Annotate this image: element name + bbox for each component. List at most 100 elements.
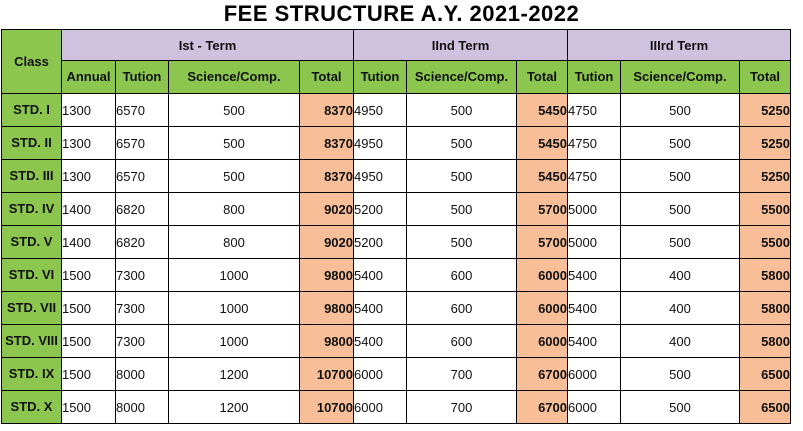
annual-cell: 1300 <box>61 126 116 160</box>
t3-tution-cell: 4750 <box>567 93 621 127</box>
t2-total-cell: 5450 <box>516 159 568 193</box>
t3-tution-cell: 5400 <box>567 324 621 358</box>
header-t2-total: Total <box>516 60 568 94</box>
t2-tution-cell: 6000 <box>353 357 407 391</box>
header-t3-tution: Tution <box>567 60 621 94</box>
header-term-1: Ist - Term <box>61 29 354 61</box>
t3-tution-cell: 6000 <box>567 357 621 391</box>
header-t1-total: Total <box>299 60 354 94</box>
header-t1-tution: Tution <box>115 60 169 94</box>
t1-total-cell: 9800 <box>299 324 354 358</box>
t1-tution-cell: 6570 <box>115 159 169 193</box>
t3-science-cell: 500 <box>620 159 740 193</box>
t1-tution-cell: 7300 <box>115 291 169 325</box>
t2-science-cell: 600 <box>406 324 517 358</box>
t2-science-cell: 500 <box>406 126 517 160</box>
t2-total-cell: 5450 <box>516 93 568 127</box>
t3-total-cell: 6500 <box>739 357 791 391</box>
t1-science-cell: 800 <box>168 225 300 259</box>
t1-science-cell: 1000 <box>168 258 300 292</box>
t3-total-cell: 6500 <box>739 390 791 424</box>
t1-tution-cell: 6820 <box>115 192 169 226</box>
t1-total-cell: 10700 <box>299 357 354 391</box>
class-cell: STD. IX <box>1 357 62 391</box>
t3-total-cell: 5800 <box>739 291 791 325</box>
t3-science-cell: 400 <box>620 291 740 325</box>
t1-tution-cell: 6570 <box>115 126 169 160</box>
header-t3-total: Total <box>739 60 791 94</box>
t3-tution-cell: 6000 <box>567 390 621 424</box>
annual-cell: 1500 <box>61 357 116 391</box>
t2-total-cell: 6000 <box>516 324 568 358</box>
header-t3-science: Science/Comp. <box>620 60 740 94</box>
class-cell: STD. VIII <box>1 324 62 358</box>
class-cell: STD. IV <box>1 192 62 226</box>
t1-tution-cell: 6570 <box>115 93 169 127</box>
t1-tution-cell: 7300 <box>115 258 169 292</box>
t3-tution-cell: 4750 <box>567 126 621 160</box>
t2-tution-cell: 5400 <box>353 291 407 325</box>
t1-total-cell: 9800 <box>299 258 354 292</box>
header-annual: Annual <box>61 60 116 94</box>
header-class: Class <box>1 29 62 94</box>
table-row: STD. VI 1500 7300 1000 9800 5400 600 600… <box>1 258 791 292</box>
t1-tution-cell: 8000 <box>115 390 169 424</box>
t2-science-cell: 600 <box>406 291 517 325</box>
table-row: STD. III 1300 6570 500 8370 4950 500 545… <box>1 159 791 193</box>
t1-science-cell: 800 <box>168 192 300 226</box>
annual-cell: 1500 <box>61 390 116 424</box>
t2-science-cell: 500 <box>406 159 517 193</box>
t3-total-cell: 5250 <box>739 159 791 193</box>
t1-total-cell: 9800 <box>299 291 354 325</box>
annual-cell: 1300 <box>61 93 116 127</box>
t2-total-cell: 5700 <box>516 192 568 226</box>
t1-total-cell: 8370 <box>299 93 354 127</box>
t1-total-cell: 8370 <box>299 126 354 160</box>
t3-total-cell: 5500 <box>739 225 791 259</box>
header-t2-science: Science/Comp. <box>406 60 517 94</box>
t3-science-cell: 500 <box>620 225 740 259</box>
t3-tution-cell: 5000 <box>567 225 621 259</box>
t2-science-cell: 500 <box>406 225 517 259</box>
t1-total-cell: 10700 <box>299 390 354 424</box>
annual-cell: 1500 <box>61 324 116 358</box>
t2-science-cell: 700 <box>406 390 517 424</box>
t2-tution-cell: 4950 <box>353 126 407 160</box>
t1-total-cell: 9020 <box>299 225 354 259</box>
annual-cell: 1500 <box>61 291 116 325</box>
header-t1-science: Science/Comp. <box>168 60 300 94</box>
class-cell: STD. VII <box>1 291 62 325</box>
t3-science-cell: 500 <box>620 390 740 424</box>
t1-total-cell: 8370 <box>299 159 354 193</box>
table-row: STD. VII 1500 7300 1000 9800 5400 600 60… <box>1 291 791 325</box>
t1-science-cell: 1000 <box>168 291 300 325</box>
table-row: STD. X 1500 8000 1200 10700 6000 700 670… <box>1 390 791 424</box>
annual-cell: 1300 <box>61 159 116 193</box>
annual-cell: 1500 <box>61 258 116 292</box>
header-term-3: IIIrd Term <box>567 29 791 61</box>
t3-science-cell: 500 <box>620 357 740 391</box>
t3-total-cell: 5500 <box>739 192 791 226</box>
t2-science-cell: 500 <box>406 93 517 127</box>
t2-total-cell: 6000 <box>516 291 568 325</box>
class-cell: STD. V <box>1 225 62 259</box>
class-cell: STD. I <box>1 93 62 127</box>
t3-tution-cell: 5400 <box>567 258 621 292</box>
t2-science-cell: 500 <box>406 192 517 226</box>
t3-total-cell: 5250 <box>739 93 791 127</box>
t2-tution-cell: 5400 <box>353 324 407 358</box>
page-title: FEE STRUCTURE A.Y. 2021-2022 <box>223 1 580 26</box>
t3-science-cell: 500 <box>620 126 740 160</box>
class-cell: STD. VI <box>1 258 62 292</box>
t1-tution-cell: 7300 <box>115 324 169 358</box>
class-cell: STD. X <box>1 390 62 424</box>
table-row: STD. V 1400 6820 800 9020 5200 500 5700 … <box>1 225 791 259</box>
t3-science-cell: 400 <box>620 258 740 292</box>
t3-science-cell: 400 <box>620 324 740 358</box>
t1-tution-cell: 6820 <box>115 225 169 259</box>
t2-tution-cell: 4950 <box>353 159 407 193</box>
t2-tution-cell: 5400 <box>353 258 407 292</box>
fee-table: Class Ist - Term IInd Term IIIrd Term An… <box>1 29 791 424</box>
table-row: STD. VIII 1500 7300 1000 9800 5400 600 6… <box>1 324 791 358</box>
t3-total-cell: 5800 <box>739 324 791 358</box>
